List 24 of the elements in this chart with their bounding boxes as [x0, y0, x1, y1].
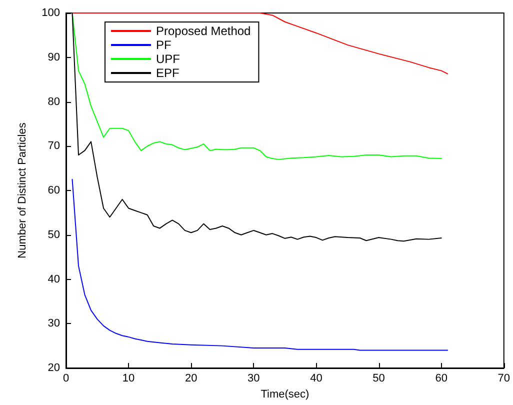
- legend-label: Proposed Method: [156, 24, 251, 38]
- line-series: [72, 178, 448, 351]
- y-tick-label: 50: [48, 228, 60, 241]
- y-tick-label: 60: [48, 184, 60, 196]
- legend-label: UPF: [156, 52, 180, 66]
- x-tick-label: 70: [498, 372, 510, 384]
- x-axis-title: Time(sec): [260, 388, 310, 400]
- y-tick-label: 30: [48, 318, 60, 330]
- x-tick-label: 0: [62, 372, 70, 384]
- y-tick-label: 70: [48, 140, 60, 152]
- y-axis-title: Number of Distinct Particles: [16, 122, 28, 258]
- y-tick-label: 100: [42, 7, 60, 19]
- legend-label: PF: [156, 38, 172, 52]
- x-tick-label: 10: [122, 372, 135, 384]
- x-tick-label: 20: [184, 372, 198, 384]
- y-tick-label: 90: [48, 51, 60, 64]
- x-tick-label: 30: [248, 372, 260, 384]
- y-tick-label: 40: [48, 273, 60, 286]
- legend-label: EPF: [156, 66, 180, 80]
- y-tick-label: 20: [48, 362, 60, 374]
- x-tick-label: 60: [435, 372, 448, 384]
- y-tick-label: 80: [48, 96, 60, 108]
- x-tick-label: 40: [310, 372, 322, 384]
- x-tick-label: 50: [372, 372, 385, 384]
